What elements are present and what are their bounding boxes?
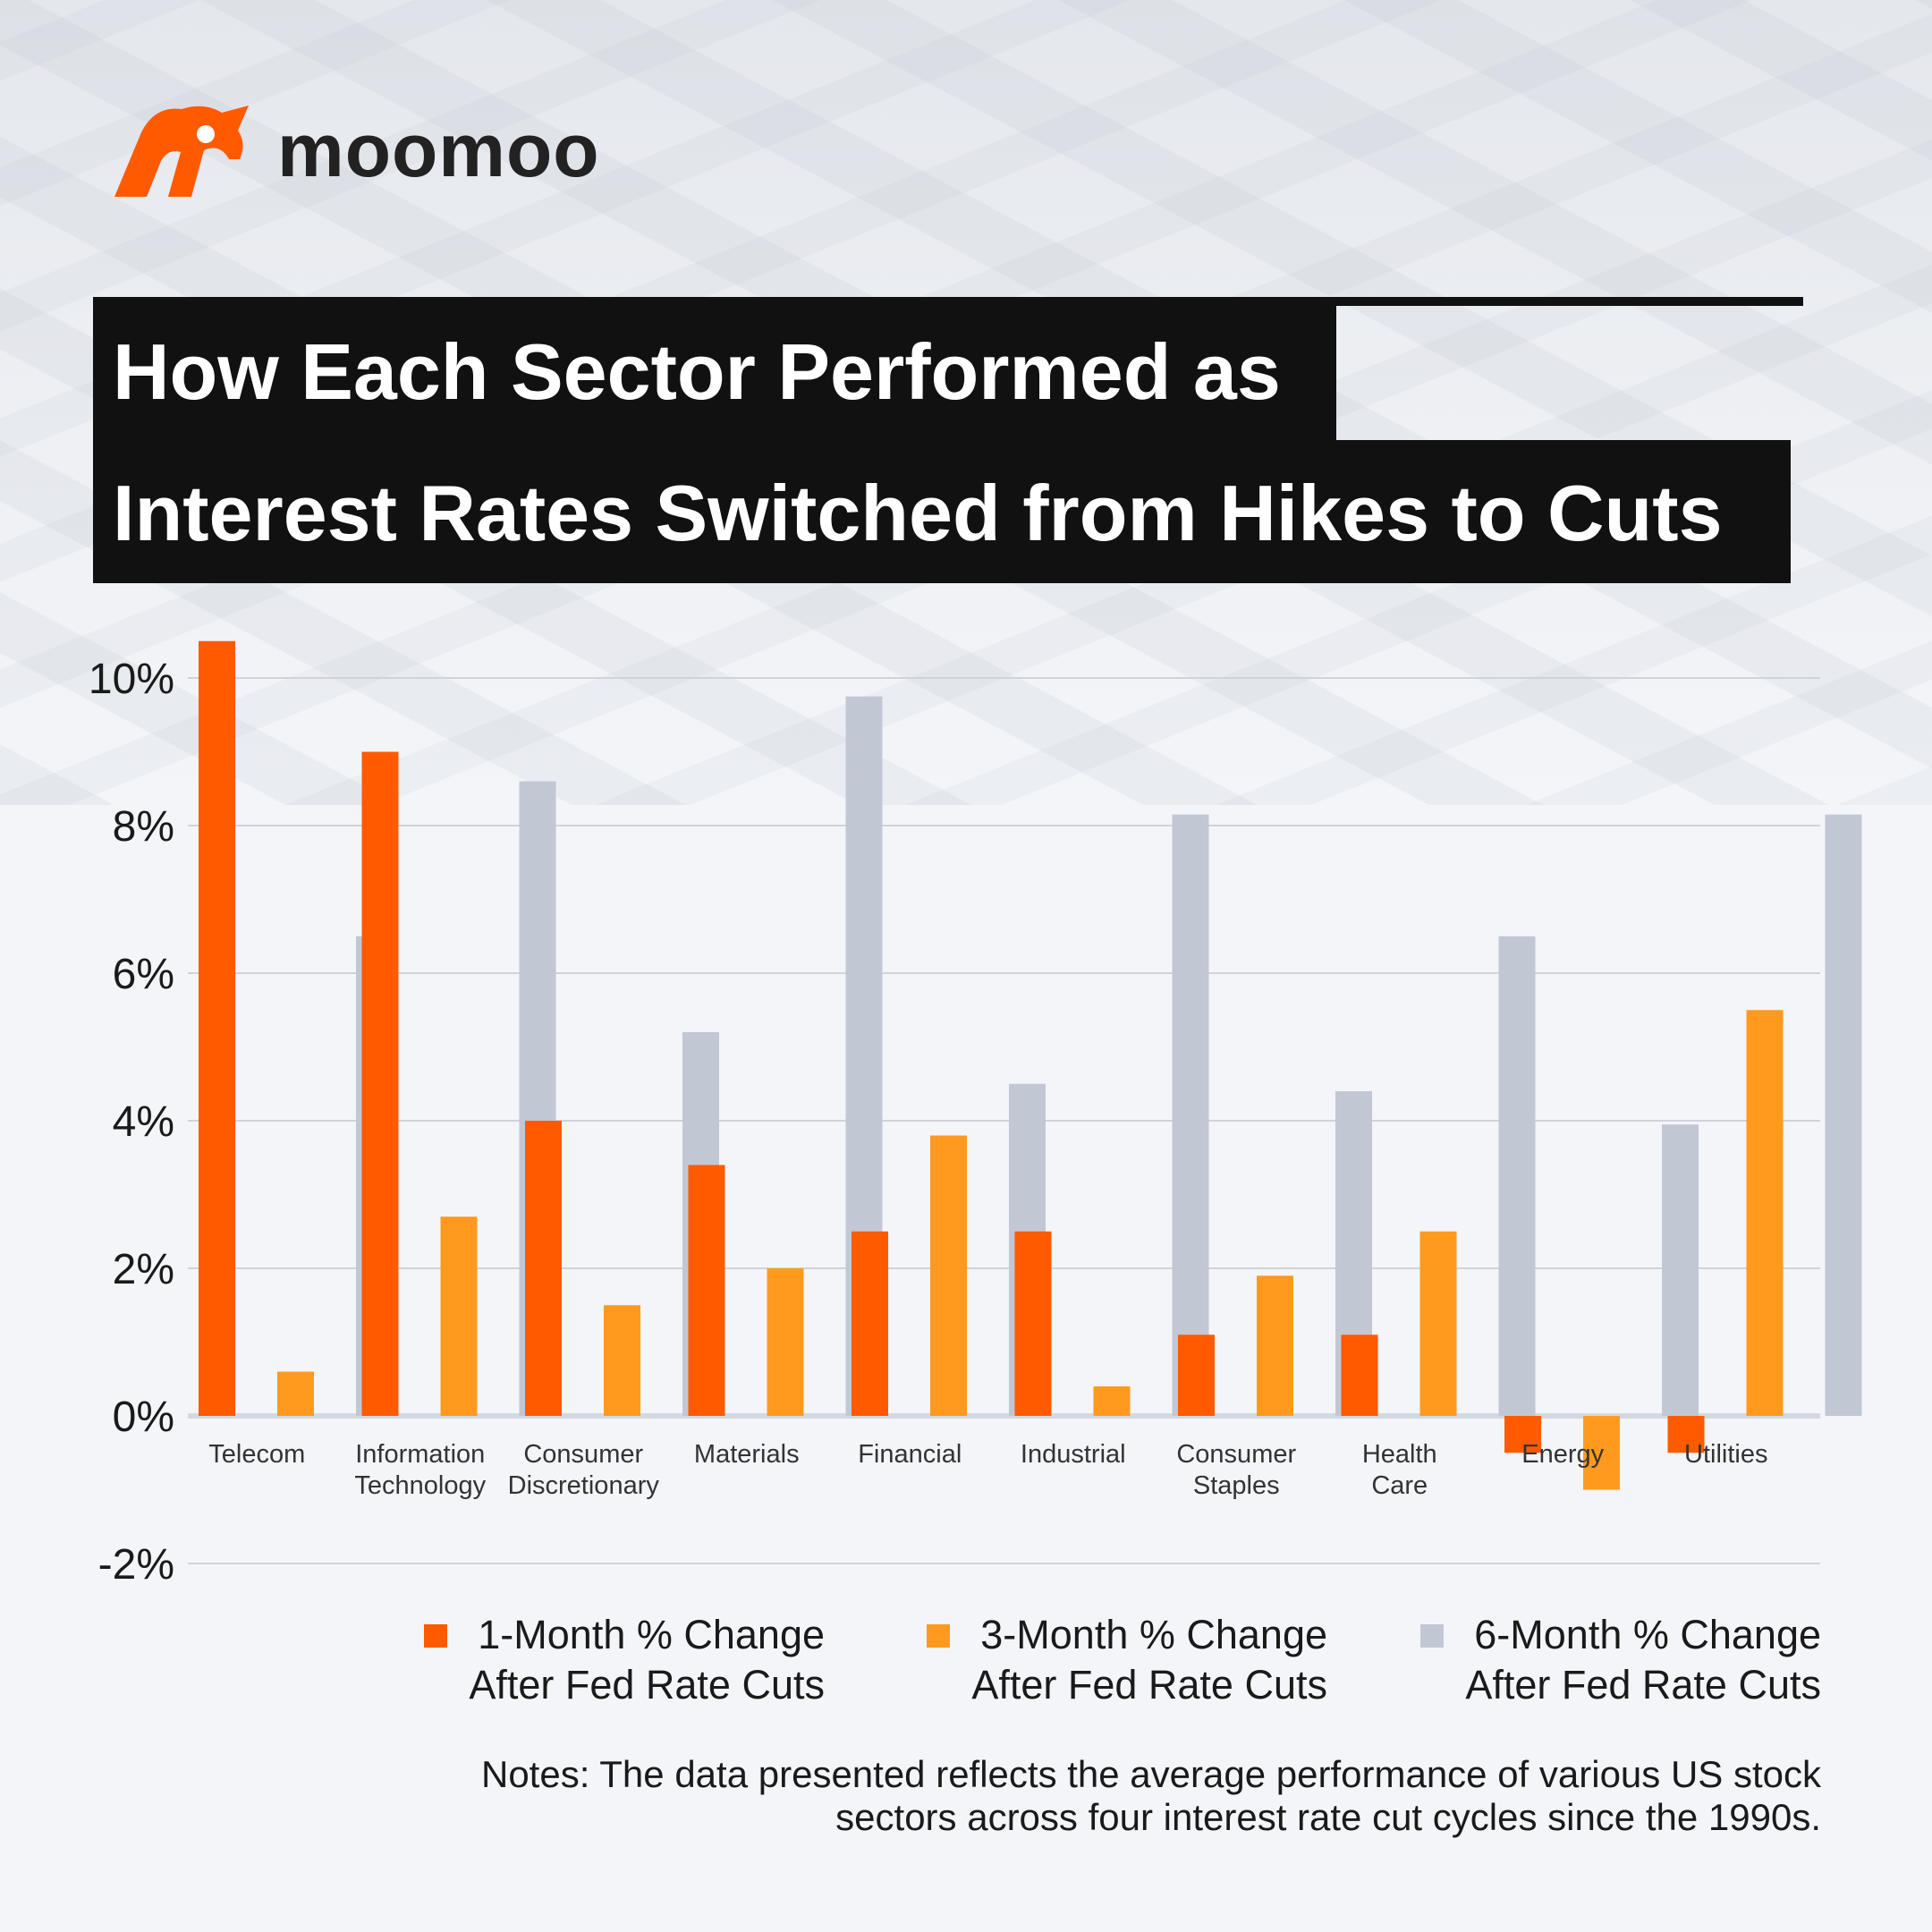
brand-name: moomoo (277, 107, 600, 192)
legend-label-3-month: 3-Month % Change After Fed Rate Cuts (971, 1612, 1327, 1707)
bar (1419, 1231, 1457, 1416)
y-tick-label: 2% (113, 1246, 174, 1293)
title-text-1: How Each Sector Performed as (113, 327, 1281, 416)
category-label: Financial (858, 1440, 962, 1469)
bar (852, 1231, 888, 1416)
bars (199, 640, 1862, 1490)
y-tick-label: 4% (113, 1098, 174, 1146)
bar (1504, 1416, 1541, 1453)
bar (1667, 1416, 1705, 1453)
bar (1014, 1231, 1052, 1416)
legend-label-6-month: 6-Month % Change After Fed Rate Cuts (1465, 1612, 1821, 1707)
y-tick-label: -2% (98, 1541, 174, 1589)
sector-bar-chart: 10% 8% 6% 4% 2% 0% -2% Telecom InformationTechn… (89, 640, 1862, 1589)
bar (1583, 1416, 1620, 1490)
y-tick-label: 10% (89, 656, 174, 703)
category-label: Consumer (1176, 1440, 1296, 1469)
category-label: Information (355, 1440, 485, 1469)
legend-item-3-month: 3-Month % Change After Fed Rate Cuts (927, 1610, 1327, 1710)
category-label: Staples (1193, 1471, 1280, 1500)
brand-logo: moomoo (106, 97, 600, 204)
category-label: Technology (354, 1471, 486, 1500)
bar (277, 1371, 314, 1416)
notes: Notes: The data presented reflects the a… (480, 1753, 1821, 1838)
bar (1178, 1335, 1215, 1416)
bar (199, 640, 235, 1416)
bar (440, 1216, 478, 1416)
bar (525, 1121, 562, 1416)
title-text-2: Interest Rates Switched from Hikes to Cu… (113, 469, 1723, 557)
bar (1341, 1335, 1378, 1416)
category-labels: Telecom InformationTechnologyConsumerDisc… (208, 1440, 1767, 1500)
category-label: Energy (1521, 1440, 1604, 1469)
moomoo-bull-icon (114, 106, 249, 197)
legend: 1-Month % Change After Fed Rate Cuts 3-M… (0, 1610, 1932, 1744)
bar (767, 1268, 804, 1416)
bar (361, 751, 399, 1416)
y-axis-ticks: 10% 8% 6% 4% 2% 0% -2% (89, 656, 174, 1589)
bar (1825, 814, 1862, 1416)
title-line-1: How Each Sector Performed as (93, 297, 1336, 440)
legend-label-1-month: 1-Month % Change After Fed Rate Cuts (469, 1612, 825, 1707)
gridlines (188, 677, 1820, 1564)
bar (1498, 936, 1536, 1416)
bar (1746, 1010, 1784, 1416)
bar (930, 1135, 967, 1416)
legend-swatch-6-month (1420, 1624, 1445, 1648)
category-label: Industrial (1021, 1440, 1126, 1469)
title-rule (1336, 297, 1803, 306)
legend-swatch-1-month (424, 1624, 448, 1648)
category-label: Health (1362, 1440, 1437, 1469)
bar (1257, 1275, 1293, 1416)
y-tick-label: 0% (113, 1394, 174, 1441)
title-line-2: Interest Rates Switched from Hikes to Cu… (93, 440, 1791, 583)
bar (1662, 1124, 1699, 1416)
category-label: Consumer (523, 1440, 643, 1469)
legend-swatch-3-month (927, 1624, 951, 1648)
category-label: Materials (694, 1440, 800, 1469)
legend-item-1-month: 1-Month % Change After Fed Rate Cuts (424, 1610, 825, 1710)
category-label: Utilities (1684, 1440, 1767, 1469)
bar (604, 1305, 640, 1416)
legend-item-6-month: 6-Month % Change After Fed Rate Cuts (1420, 1610, 1821, 1710)
bar (1172, 814, 1209, 1416)
category-label: Telecom (208, 1440, 305, 1469)
y-tick-label: 8% (113, 803, 174, 851)
bar (1093, 1386, 1131, 1416)
bar (688, 1165, 725, 1416)
category-label: Discretionary (508, 1471, 660, 1500)
category-label: Care (1371, 1471, 1428, 1500)
y-tick-label: 6% (113, 951, 174, 998)
